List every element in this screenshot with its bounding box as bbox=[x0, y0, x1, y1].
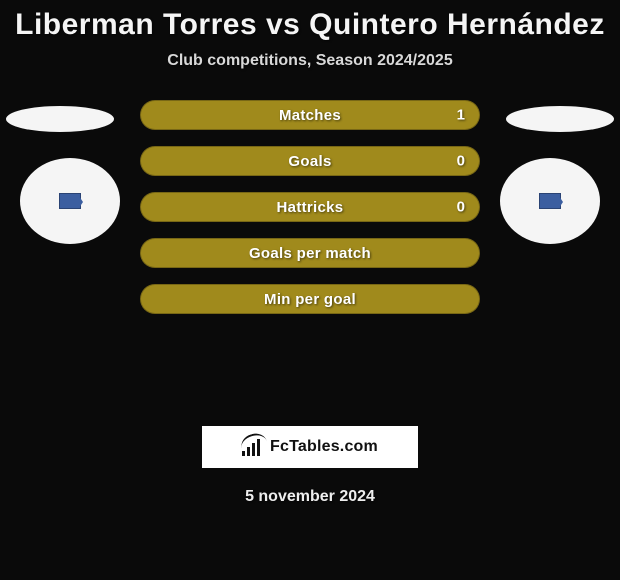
player-left-club-badge bbox=[20, 158, 120, 244]
stat-value-right: 1 bbox=[457, 107, 465, 124]
stat-label: Goals bbox=[288, 153, 331, 170]
page-subtitle: Club competitions, Season 2024/2025 bbox=[0, 52, 620, 70]
branding-text: FcTables.com bbox=[270, 438, 378, 456]
comparison-panel: Matches 1 Goals 0 Hattricks 0 Goals per … bbox=[0, 100, 620, 420]
branding-box: FcTables.com bbox=[202, 426, 418, 468]
player-left-flag bbox=[6, 106, 114, 132]
stat-label: Min per goal bbox=[264, 291, 356, 308]
logo-chart-icon bbox=[242, 438, 264, 456]
footer-date: 5 november 2024 bbox=[0, 488, 620, 506]
stat-bar-goals-per-match: Goals per match bbox=[140, 238, 480, 268]
stat-bar-matches: Matches 1 bbox=[140, 100, 480, 130]
stat-label: Goals per match bbox=[249, 245, 371, 262]
stat-value-right: 0 bbox=[457, 153, 465, 170]
page-title: Liberman Torres vs Quintero Hernández bbox=[0, 8, 620, 42]
player-right-flag bbox=[506, 106, 614, 132]
club-badge-icon bbox=[59, 193, 81, 209]
player-right-club-badge bbox=[500, 158, 600, 244]
stat-value-right: 0 bbox=[457, 199, 465, 216]
club-badge-icon bbox=[539, 193, 561, 209]
stat-bar-hattricks: Hattricks 0 bbox=[140, 192, 480, 222]
stat-label: Hattricks bbox=[277, 199, 344, 216]
stat-bar-min-per-goal: Min per goal bbox=[140, 284, 480, 314]
stat-bars: Matches 1 Goals 0 Hattricks 0 Goals per … bbox=[140, 100, 480, 330]
stat-bar-goals: Goals 0 bbox=[140, 146, 480, 176]
stat-label: Matches bbox=[279, 107, 341, 124]
